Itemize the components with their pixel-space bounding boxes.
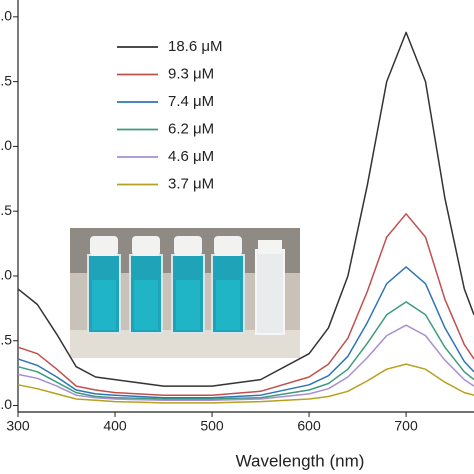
x-tick-label: 500 bbox=[200, 418, 224, 434]
legend-label: 3.7 μM bbox=[168, 175, 214, 192]
x-axis-label: Wavelength (nm) bbox=[236, 451, 365, 470]
legend-label: 6.2 μM bbox=[168, 120, 214, 137]
series-line bbox=[17, 213, 474, 396]
legend-label: 9.3 μM bbox=[168, 65, 214, 82]
x-tick-label: 300 bbox=[6, 418, 30, 434]
series-line bbox=[17, 363, 474, 404]
y-tick-label: 0.0 bbox=[0, 396, 12, 412]
legend-label: 7.4 μM bbox=[168, 93, 214, 110]
legend-label: 4.6 μM bbox=[168, 148, 214, 165]
photo-inset bbox=[70, 228, 300, 358]
series-line bbox=[17, 266, 474, 399]
y-tick-label: 1.5 bbox=[0, 202, 12, 218]
y-tick-label: 0.5 bbox=[0, 331, 12, 347]
legend-label: 18.6 μM bbox=[168, 38, 223, 55]
legend: 18.6 μM 9.3 μM 7.4 μM 6.2 μM 4.6 μM 3.7 μM bbox=[117, 38, 223, 192]
y-tick-label: 3.0 bbox=[0, 8, 12, 24]
series-line bbox=[17, 31, 474, 387]
y-tick-label: 2.0 bbox=[0, 137, 12, 153]
x-tick-label: 600 bbox=[297, 418, 321, 434]
x-tick-label: 700 bbox=[394, 418, 418, 434]
x-tick-label: 400 bbox=[103, 418, 127, 434]
series-line bbox=[17, 324, 474, 402]
y-tick-label: 2.5 bbox=[0, 72, 12, 88]
y-tick-label: 1.0 bbox=[0, 267, 12, 283]
series-line bbox=[17, 301, 474, 400]
